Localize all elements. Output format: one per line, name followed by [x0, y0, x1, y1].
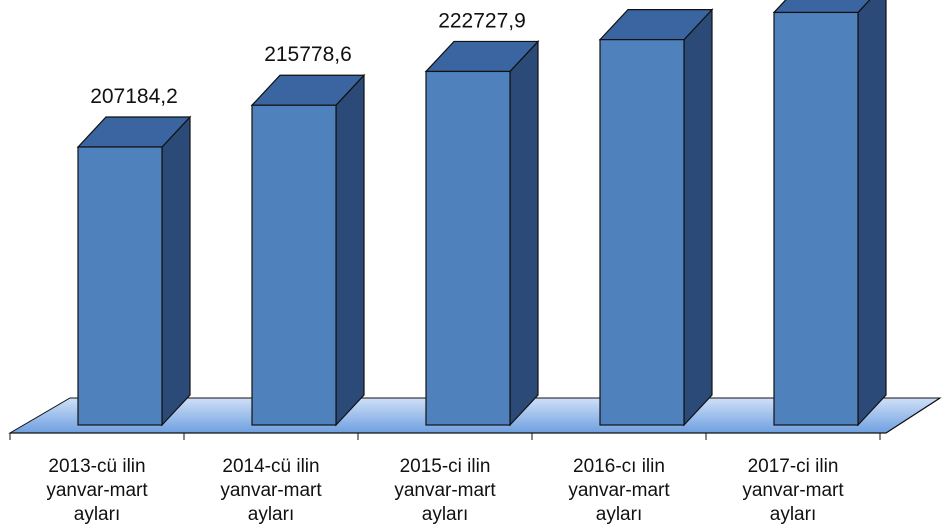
- bar-side: [683, 8, 713, 427]
- category-label-line: ayları: [422, 504, 468, 525]
- value-label-3: 222727,9: [438, 9, 526, 32]
- bar-front: [425, 70, 511, 426]
- bar-front: [773, 11, 859, 426]
- bar-5: [772, 0, 887, 427]
- bar-2: [250, 73, 366, 427]
- bar-front: [251, 104, 337, 426]
- category-label-line: yanvar-mart: [394, 480, 496, 501]
- bar-front: [599, 39, 685, 426]
- category-label-1: 2013-cü ilin yanvar-mart ayları: [46, 456, 148, 525]
- bar-side: [857, 0, 887, 427]
- category-label-line: yanvar-mart: [568, 480, 670, 501]
- category-label-line: yanvar-mart: [46, 480, 148, 501]
- bars: [76, 0, 887, 427]
- value-label-2: 215778,6: [264, 43, 352, 66]
- bar-side: [335, 73, 365, 427]
- category-label-line: 2015-ci ilin: [400, 456, 491, 477]
- category-label-5: 2017-ci ilin yanvar-mart ayları: [742, 456, 844, 525]
- bar-1: [76, 115, 192, 427]
- category-label-line: ayları: [248, 504, 294, 525]
- category-label-line: yanvar-mart: [220, 480, 322, 501]
- bar-side: [509, 39, 539, 427]
- category-label-line: ayları: [74, 504, 120, 525]
- category-label-line: ayları: [770, 504, 816, 525]
- category-label-line: yanvar-mart: [742, 480, 844, 501]
- bar-front: [77, 146, 163, 426]
- category-label-line: 2017-ci ilin: [748, 456, 839, 477]
- category-label-2: 2014-cü ilin yanvar-mart ayları: [220, 456, 322, 525]
- bar-3: [424, 39, 540, 427]
- category-label-line: 2013-cü ilin: [48, 456, 145, 477]
- category-label-3: 2015-ci ilin yanvar-mart ayları: [394, 456, 496, 525]
- floor-right-edge: [885, 397, 941, 434]
- value-label-4: 229269,5: [612, 0, 700, 1]
- bar-4: [598, 8, 714, 427]
- category-label-4: 2016-cı ilin yanvar-mart ayları: [568, 456, 670, 525]
- value-label-1: 207184,2: [90, 85, 178, 108]
- category-label-line: ayları: [596, 504, 642, 525]
- category-label-line: 2016-cı ilin: [573, 456, 665, 477]
- bar-side: [161, 115, 191, 427]
- category-label-line: 2014-cü ilin: [222, 456, 319, 477]
